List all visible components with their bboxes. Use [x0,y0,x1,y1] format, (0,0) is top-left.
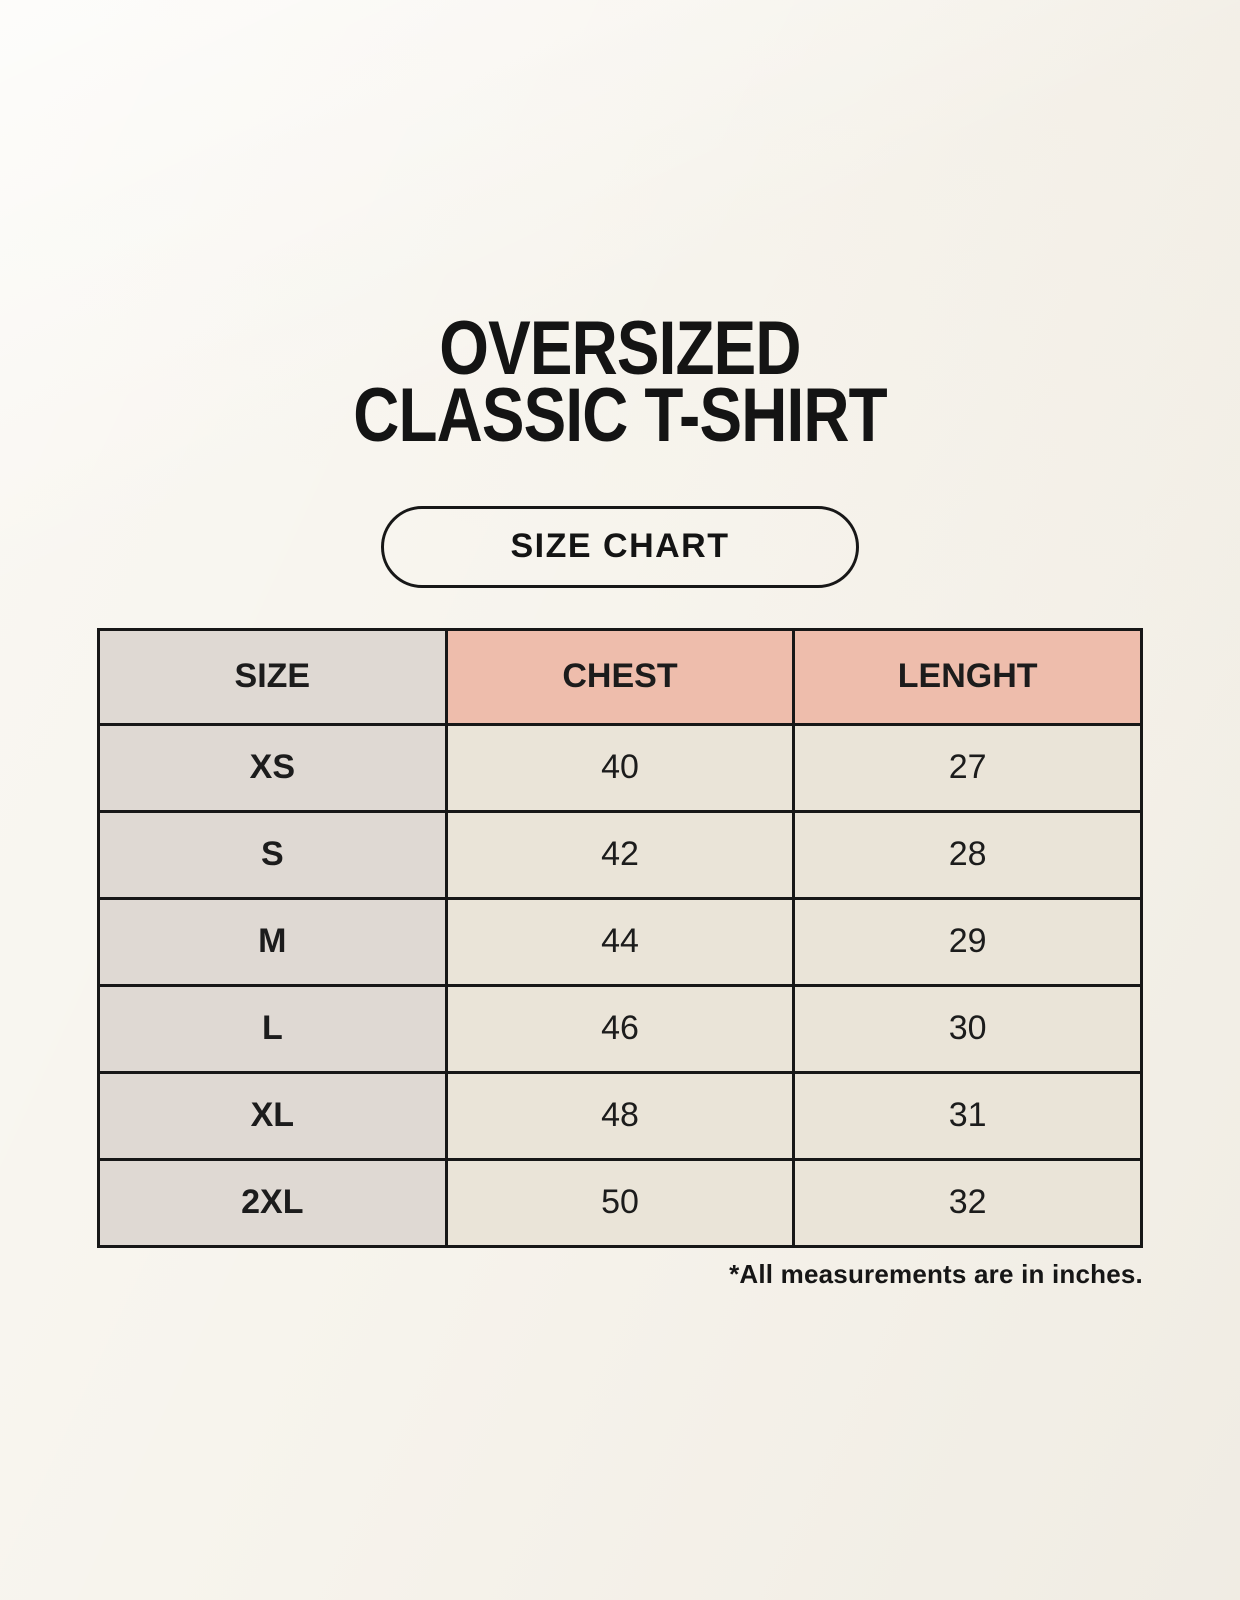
product-title: OVERSIZED CLASSIC T-SHIRT [0,0,1240,458]
table-row-m: M 44 29 [97,896,1143,987]
size-table-body: XS 40 27 S 42 28 M 44 29 L 46 30 [97,722,1143,1248]
chest-cell: 40 [444,722,796,813]
table-row-l: L 46 30 [97,983,1143,1074]
size-chart-button-label: SIZE CHART [510,527,730,566]
measurements-footnote: *All measurements are in inches. [729,1258,1143,1289]
size-cell: 2XL [97,1157,448,1248]
product-title-line-1: OVERSIZED [439,306,801,391]
col-header-chest: CHEST [444,627,796,726]
chest-cell: 42 [444,809,796,900]
header-row: SIZE CHEST LENGHT [97,627,1143,726]
table-row-2xl: 2XL 50 32 [97,1157,1143,1248]
size-table: SIZE CHEST LENGHT XS 40 27 S 42 28 M [97,627,1143,1248]
size-table-container: SIZE CHEST LENGHT XS 40 27 S 42 28 M [97,627,1143,1248]
table-row-xs: XS 40 27 [97,722,1143,813]
product-title-text: OVERSIZED CLASSIC T-SHIRT [99,306,1141,458]
size-cell: L [97,983,448,1074]
chest-cell: 44 [444,896,796,987]
size-table-header: SIZE CHEST LENGHT [97,627,1143,726]
table-row-s: S 42 28 [97,809,1143,900]
size-cell: XS [97,722,448,813]
size-cell: S [97,809,448,900]
length-cell: 31 [792,1070,1143,1161]
length-cell: 28 [792,809,1143,900]
col-header-size: SIZE [97,627,448,726]
table-row-xl: XL 48 31 [97,1070,1143,1161]
chest-cell: 50 [444,1157,796,1248]
length-cell: 27 [792,722,1143,813]
chest-cell: 46 [444,983,796,1074]
page-root: OVERSIZED CLASSIC T-SHIRT SIZE CHART SIZ… [0,0,1240,1289]
chest-cell: 48 [444,1070,796,1161]
size-cell: XL [97,1070,448,1161]
length-cell: 32 [792,1157,1143,1248]
product-title-line-2: CLASSIC T-SHIRT [353,372,887,458]
size-chart-button[interactable]: SIZE CHART [381,505,859,588]
col-header-length: LENGHT [792,627,1143,726]
length-cell: 30 [792,983,1143,1074]
length-cell: 29 [792,896,1143,987]
size-cell: M [97,896,448,987]
